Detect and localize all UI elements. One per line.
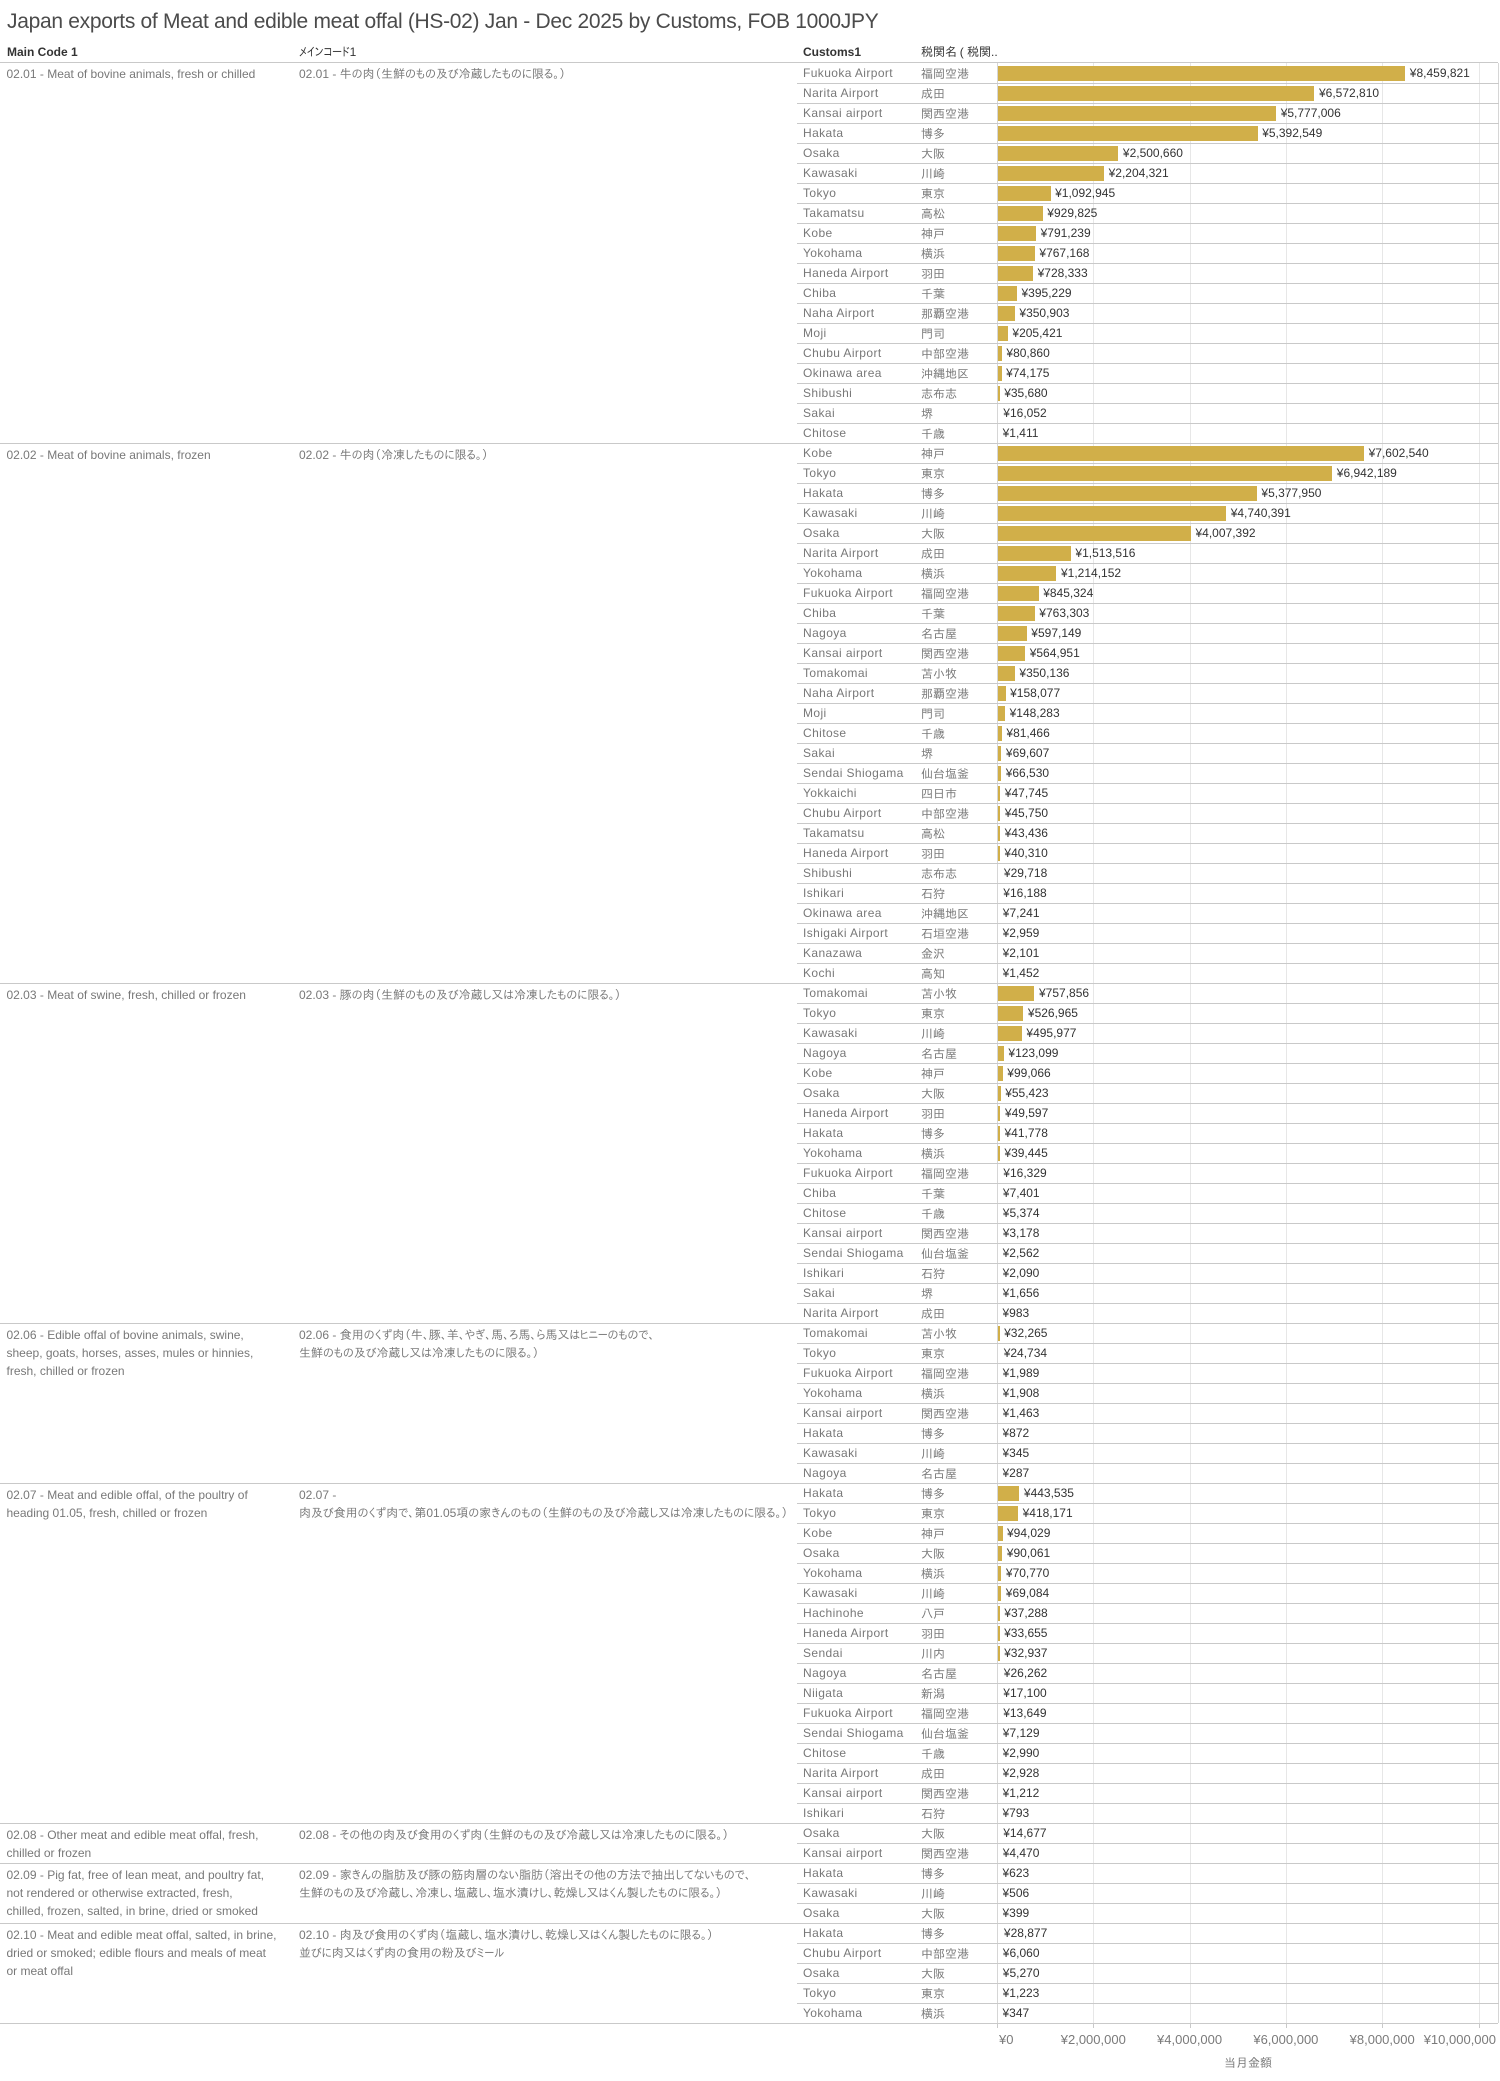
svg-text:01.05: 01.05: [426, 1506, 456, 1520]
svg-text:(: (: [960, 45, 964, 59]
svg-text:02.06 -: 02.06 -: [299, 1328, 336, 1342]
svg-text:1: 1: [350, 45, 357, 59]
svg-text:02.09 -: 02.09 -: [299, 1868, 336, 1882]
svg-text:02.01 -: 02.01 -: [299, 67, 336, 81]
svg-text:02.10 -: 02.10 -: [299, 1928, 336, 1942]
svg-text:02.03 -: 02.03 -: [299, 988, 336, 1002]
svg-text:02.08 -: 02.08 -: [299, 1828, 336, 1842]
svg-text:..: ..: [991, 45, 998, 59]
svg-text:02.02 -: 02.02 -: [299, 448, 336, 462]
svg-text:02.07 -: 02.07 -: [299, 1488, 336, 1502]
